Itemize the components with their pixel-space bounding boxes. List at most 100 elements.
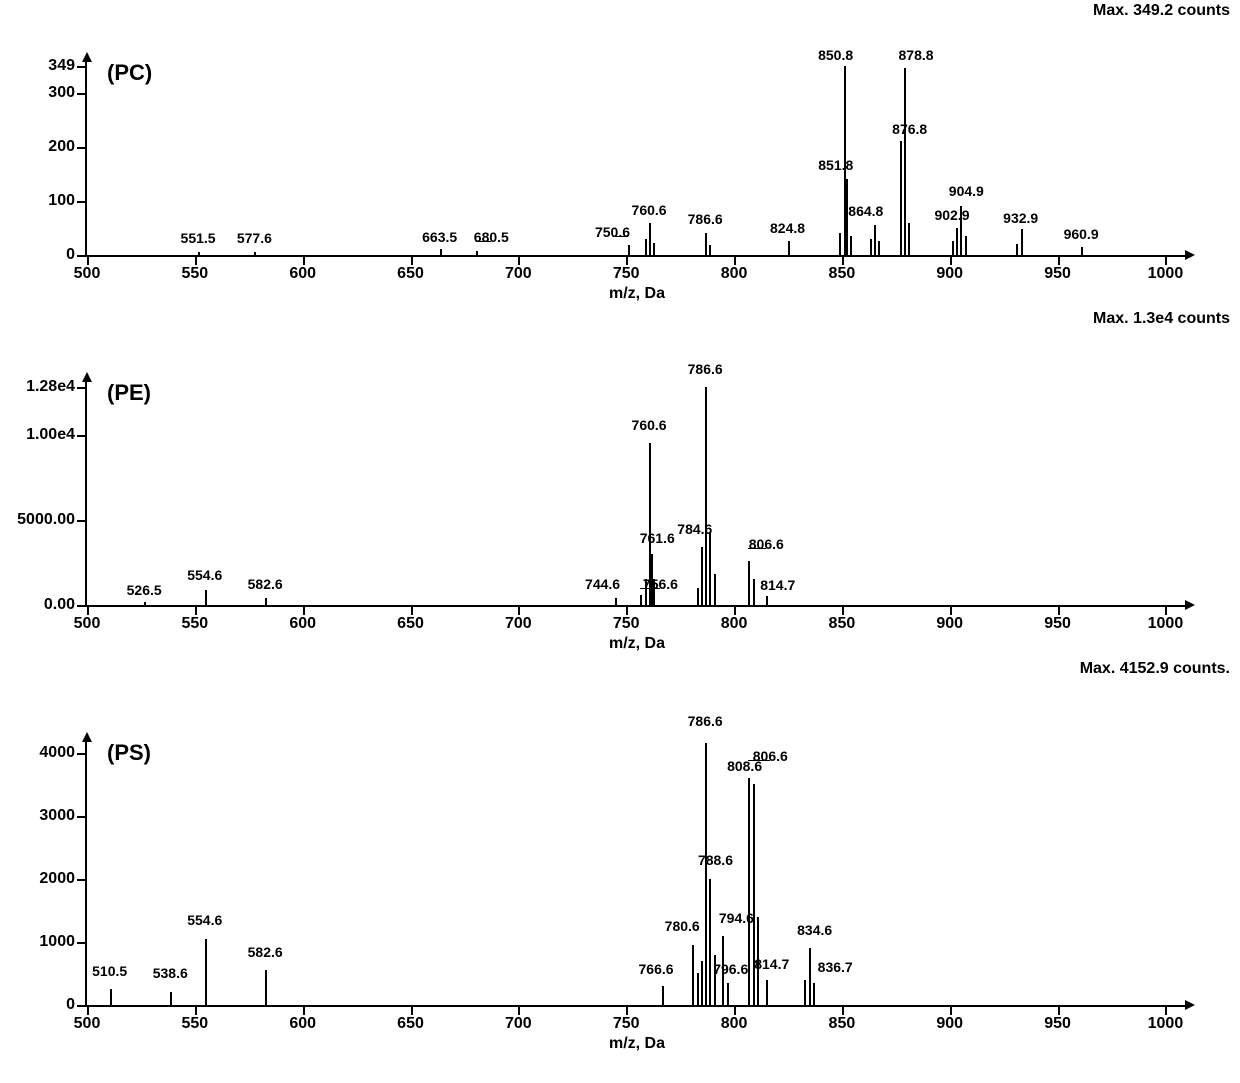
x-tick — [195, 255, 197, 265]
x-tick-label: 550 — [181, 1015, 208, 1033]
y-tick-label: 4000 — [39, 744, 75, 762]
peak-label: 836.7 — [818, 959, 853, 975]
spectrum-peak — [1021, 229, 1023, 255]
x-tick — [1165, 605, 1167, 615]
x-tick-label: 650 — [397, 1015, 424, 1033]
spectrum-peak — [697, 973, 699, 1005]
x-tick — [842, 1005, 844, 1015]
spectrum-peak — [748, 561, 750, 605]
spectrum-peak — [874, 225, 876, 255]
spectrum-peak — [662, 986, 664, 1005]
spectrum-peak — [753, 579, 755, 605]
x-tick-label: 800 — [721, 1015, 748, 1033]
x-tick — [1058, 255, 1060, 265]
peak-label: 850.8 — [818, 47, 853, 63]
x-tick-label: 650 — [397, 615, 424, 633]
spectrum-peak — [1016, 244, 1018, 255]
peak-label: 526.5 — [127, 582, 162, 598]
peak-label: 814.7 — [760, 577, 795, 593]
x-tick — [950, 255, 952, 265]
x-tick-label: 1000 — [1148, 265, 1184, 283]
x-axis-label: m/z, Da — [609, 285, 665, 303]
y-tick-label: 0.00 — [44, 596, 75, 614]
spectrum-peak — [205, 939, 207, 1005]
spectrum-peak — [653, 243, 655, 255]
spectrum-peak — [265, 598, 267, 605]
x-tick-label: 750 — [613, 615, 640, 633]
spectrum-peak — [705, 233, 707, 255]
peak-label: 760.6 — [632, 202, 667, 218]
peak-label: 577.6 — [237, 230, 272, 246]
x-tick-label: 500 — [74, 1015, 101, 1033]
x-tick — [734, 605, 736, 615]
peak-label: 680.5 — [474, 229, 509, 245]
x-tick-label: 950 — [1044, 1015, 1071, 1033]
spectrum-peak — [908, 223, 910, 256]
spectrum-peak — [813, 983, 815, 1005]
spectrum-peak — [653, 579, 655, 605]
spectrum-peak — [809, 948, 811, 1005]
y-tick — [77, 753, 87, 755]
spectrum-peak — [1081, 247, 1083, 255]
spectrum-peak — [205, 590, 207, 605]
x-tick-label: 800 — [721, 615, 748, 633]
spectrum-peak — [709, 245, 711, 255]
y-tick — [77, 66, 87, 68]
x-tick — [626, 605, 628, 615]
spectrum-peak — [727, 983, 729, 1005]
peak-label: 766.6 — [638, 961, 673, 977]
x-tick — [950, 1005, 952, 1015]
peak-label: 878.8 — [898, 47, 933, 63]
peak-label: 960.9 — [1064, 226, 1099, 242]
x-tick-label: 550 — [181, 265, 208, 283]
x-tick-label: 700 — [505, 1015, 532, 1033]
spectrum-peak — [714, 574, 716, 605]
spectrum-peak — [649, 223, 651, 256]
spectrum-peak — [804, 980, 806, 1005]
x-tick-label: 850 — [829, 265, 856, 283]
x-tick — [411, 605, 413, 615]
peak-label: 824.8 — [770, 220, 805, 236]
peak-label: 932.9 — [1003, 210, 1038, 226]
peak-label: 808.6 — [727, 758, 762, 774]
x-axis-label: m/z, Da — [609, 1035, 665, 1053]
x-tick — [87, 1005, 89, 1015]
peak-label: 904.9 — [949, 183, 984, 199]
peak-label: 744.6 — [585, 576, 620, 592]
plot-area: (PS)010002000300040005005506006507007508… — [85, 740, 1187, 1007]
y-tick-label: 1.28e4 — [26, 378, 75, 396]
peak-label: 786.6 — [688, 361, 723, 377]
x-tick-label: 650 — [397, 265, 424, 283]
peak-label: 834.6 — [797, 922, 832, 938]
spectrum-peak — [705, 743, 707, 1005]
y-tick — [77, 387, 87, 389]
y-axis-arrow — [82, 372, 92, 382]
x-tick-label: 600 — [289, 1015, 316, 1033]
y-tick-label: 100 — [48, 192, 75, 210]
peak-label: 806.6 — [749, 536, 784, 552]
spectrum-peak — [170, 992, 172, 1005]
peak-label: 788.6 — [698, 852, 733, 868]
spectrum-peak — [440, 249, 442, 256]
peak-label: 582.6 — [248, 576, 283, 592]
spectrum-peak — [766, 596, 768, 605]
x-tick — [1058, 1005, 1060, 1015]
peak-label: 876.8 — [892, 121, 927, 137]
x-tick-label: 500 — [74, 615, 101, 633]
spectrum-peak — [640, 595, 642, 605]
y-axis-arrow — [82, 52, 92, 62]
x-axis-label: m/z, Da — [609, 635, 665, 653]
x-tick-label: 500 — [74, 265, 101, 283]
x-tick — [518, 255, 520, 265]
y-tick — [77, 605, 87, 607]
x-tick — [303, 255, 305, 265]
leader-line — [748, 548, 766, 549]
y-tick-label: 1.00e4 — [26, 426, 75, 444]
x-tick — [842, 605, 844, 615]
y-tick — [77, 93, 87, 95]
peak-label: 663.5 — [422, 229, 457, 245]
spectrum-peak — [904, 68, 906, 255]
spectrum-peak — [900, 141, 902, 255]
x-tick-label: 550 — [181, 615, 208, 633]
y-tick-label: 2000 — [39, 870, 75, 888]
